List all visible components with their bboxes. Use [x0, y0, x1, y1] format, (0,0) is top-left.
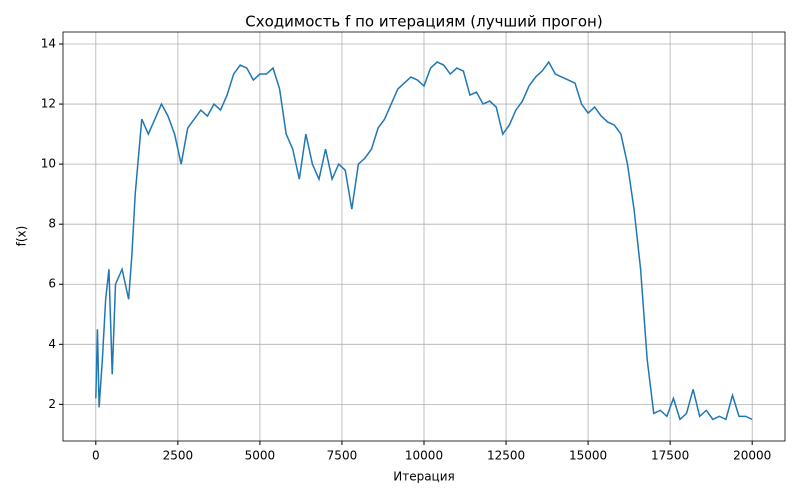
x-tick-label: 20000: [733, 449, 771, 463]
x-tick-label: 7500: [327, 449, 358, 463]
y-tick-label: 6: [48, 277, 56, 291]
data-line: [95, 60, 753, 421]
x-tick-label: 5000: [245, 449, 276, 463]
y-tick-label: 10: [41, 157, 56, 171]
x-tick-label: 12500: [487, 449, 525, 463]
x-tick-label: 17500: [651, 449, 689, 463]
x-tick-label: 0: [92, 449, 100, 463]
chart-title: Сходимость f по итерациям (лучший прогон…: [245, 13, 602, 31]
plot-frame: [62, 31, 786, 442]
x-axis-label: Итерация: [393, 470, 455, 484]
y-tick-label: 8: [48, 217, 56, 231]
x-tick-label: 15000: [569, 449, 607, 463]
y-tick-label: 12: [41, 97, 56, 111]
y-tick-label: 14: [41, 37, 56, 51]
y-tick-label: 4: [48, 337, 56, 351]
x-tick-label: 2500: [163, 449, 194, 463]
y-tick-label: 2: [48, 397, 56, 411]
x-tick-label: 10000: [405, 449, 443, 463]
y-axis-label: f(x): [15, 226, 29, 247]
